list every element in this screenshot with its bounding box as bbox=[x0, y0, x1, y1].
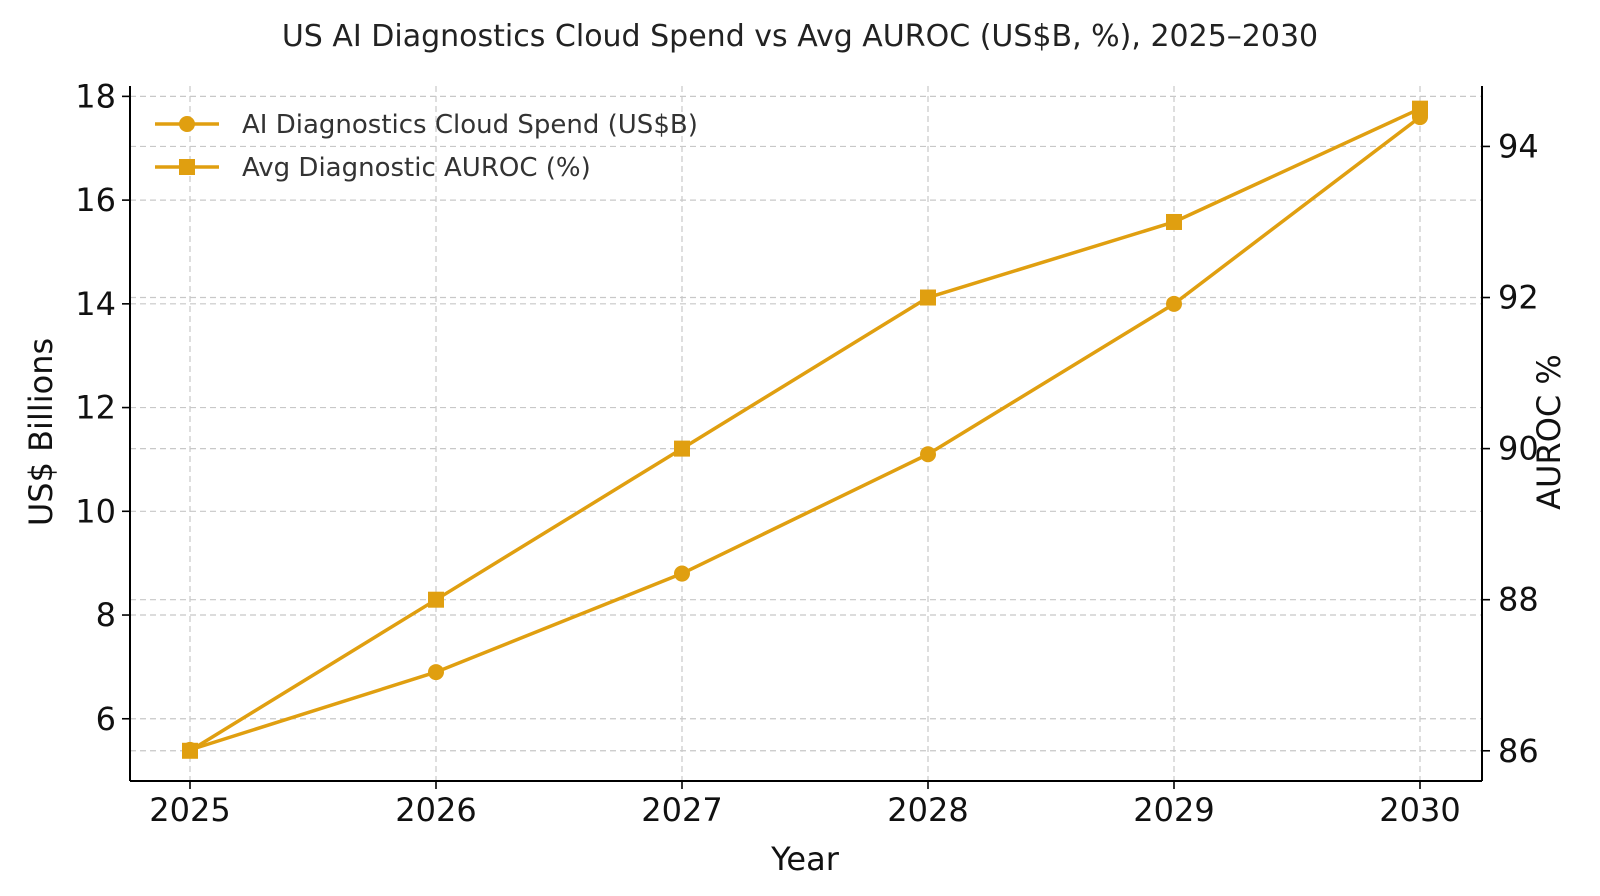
legend-label-auroc: Avg Diagnostic AUROC (%) bbox=[242, 153, 591, 183]
y-tick-label-left: 14 bbox=[75, 285, 116, 323]
y-tick-label-right: 94 bbox=[1498, 127, 1539, 165]
data-point-circle bbox=[1166, 295, 1182, 312]
y-tick-label-left: 18 bbox=[75, 77, 116, 115]
series-auroc bbox=[182, 100, 1428, 759]
x-tick-label: 2026 bbox=[395, 791, 476, 829]
data-point-circle bbox=[920, 446, 936, 463]
y-tick-label-right: 86 bbox=[1498, 732, 1539, 770]
series-line bbox=[189, 115, 1422, 752]
data-point-square bbox=[920, 289, 936, 306]
data-point-circle bbox=[674, 565, 690, 582]
data-point-square bbox=[428, 591, 444, 608]
series-line bbox=[189, 107, 1421, 753]
y-tick-label-right: 88 bbox=[1498, 581, 1539, 619]
x-tick-label: 2030 bbox=[1379, 791, 1460, 829]
x-tick-label: 2025 bbox=[149, 791, 230, 829]
legend-square-marker bbox=[179, 159, 195, 175]
axes: 2025 2026 2027 2028 2029 2030 6 8 10 12 14 16 18 86 88… bbox=[75, 77, 1538, 829]
x-tick-label: 2027 bbox=[641, 791, 722, 829]
data-point-square bbox=[1166, 213, 1182, 230]
x-axis-label: Year bbox=[770, 840, 840, 878]
x-tick-label: 2029 bbox=[1133, 791, 1214, 829]
data-point-square bbox=[674, 440, 690, 457]
legend: AI Diagnostics Cloud Spend (US$B) Avg Di… bbox=[155, 110, 698, 183]
x-tick-label: 2028 bbox=[887, 791, 968, 829]
data-point-square bbox=[182, 742, 198, 759]
series-lines bbox=[182, 100, 1428, 759]
chart-title: US AI Diagnostics Cloud Spend vs Avg AUR… bbox=[282, 19, 1318, 54]
y-axis-label-right: AUROC % bbox=[1530, 354, 1568, 510]
y-tick-label-left: 10 bbox=[75, 492, 116, 530]
y-tick-label-left: 12 bbox=[75, 389, 116, 427]
legend-label-spend: AI Diagnostics Cloud Spend (US$B) bbox=[242, 110, 698, 140]
data-point-square bbox=[1412, 100, 1428, 117]
y-tick-label-left: 8 bbox=[96, 596, 116, 634]
legend-item-spend: AI Diagnostics Cloud Spend (US$B) bbox=[155, 110, 698, 140]
grid-lines bbox=[130, 86, 1482, 781]
y-axis-label-left: US$ Billions bbox=[22, 338, 60, 526]
y-tick-label-right: 92 bbox=[1498, 279, 1539, 317]
y-tick-label-right: 90 bbox=[1498, 430, 1539, 468]
legend-circle-marker bbox=[179, 116, 195, 132]
y-tick-label-left: 16 bbox=[75, 181, 116, 219]
data-point-circle bbox=[428, 664, 444, 681]
legend-item-auroc: Avg Diagnostic AUROC (%) bbox=[155, 153, 591, 183]
y-tick-label-left: 6 bbox=[96, 700, 116, 738]
series-spend bbox=[182, 109, 1428, 758]
